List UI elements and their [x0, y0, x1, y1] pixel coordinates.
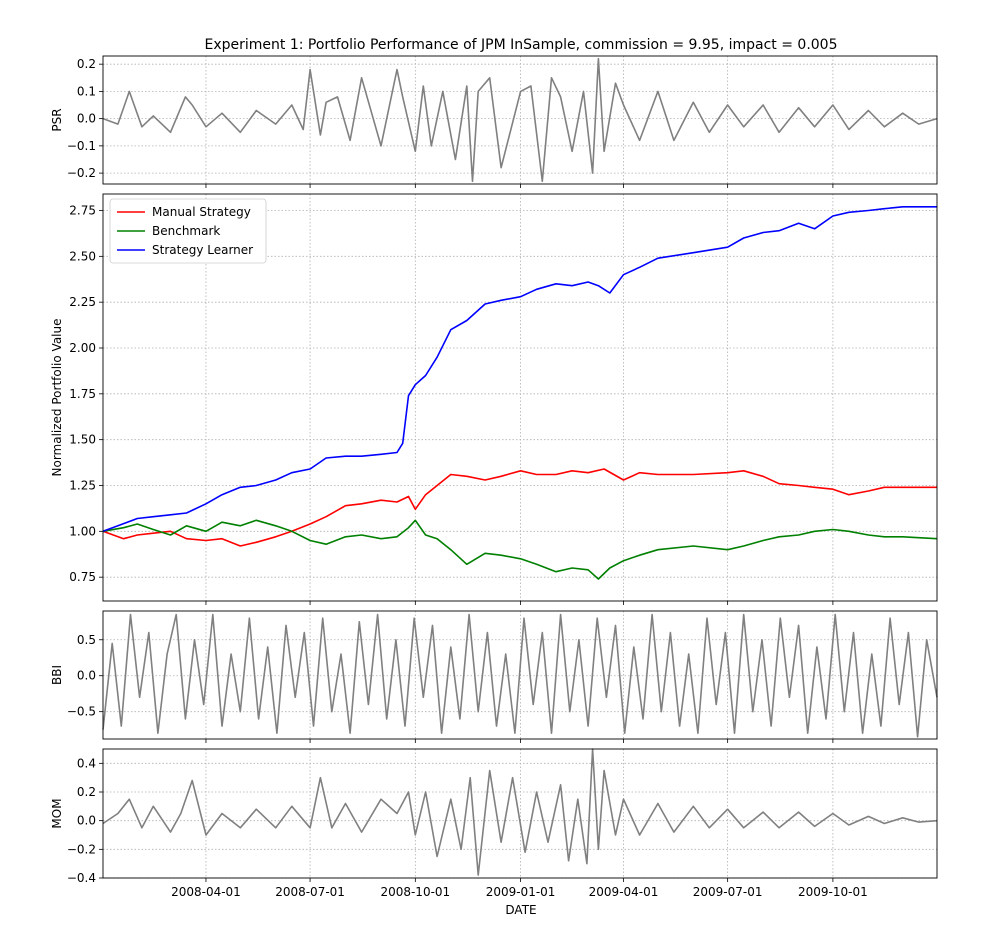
- mom-y-tick-label: 0.2: [77, 785, 96, 799]
- psr-series-line: [102, 57, 938, 183]
- portfolio-y-axis-label: Normalized Portfolio Value: [50, 319, 64, 477]
- portfolio-y-tick-label: 1.75: [69, 387, 96, 401]
- psr-panel: 0.2 0.1 0.0 −0.1 −0.2 PSR: [50, 55, 938, 188]
- portfolio-y-tick-label: 1.25: [69, 479, 96, 493]
- portfolio-y-tick-label: 2.00: [69, 341, 96, 355]
- legend-label: Strategy Learner: [152, 243, 253, 257]
- bbi-y-axis-label: BBI: [50, 665, 64, 685]
- mom-y-axis-label: MOM: [50, 798, 64, 828]
- bbi-y-tick-label: −0.5: [67, 705, 96, 719]
- legend-label: Manual Strategy: [152, 205, 251, 219]
- x-tick-label: 2009-10-01: [798, 885, 868, 899]
- portfolio-y-tick-label: 1.50: [69, 433, 96, 447]
- strategy-learner-series-line: [102, 206, 937, 533]
- mom-y-tick-label: 0.4: [77, 756, 96, 770]
- x-axis-label: DATE: [505, 903, 536, 917]
- psr-frame: [102, 55, 938, 185]
- bbi-y-tick-label: 0.5: [77, 633, 96, 647]
- x-tick-label: 2008-10-01: [380, 885, 450, 899]
- psr-y-tick-label: 0.0: [77, 112, 96, 126]
- bbi-panel: 0.5 0.0 −0.5 BBI: [50, 610, 938, 743]
- bbi-series-line: [102, 613, 938, 738]
- portfolio-y-tick-label: 2.25: [69, 295, 96, 309]
- psr-y-tick-label: 0.1: [77, 84, 96, 98]
- portfolio-y-tick-label: 2.75: [69, 204, 96, 218]
- panels: 0.2 0.1 0.0 −0.1 −0.2 PSR 0.75 1.00 1.25 1.50 1.75…: [50, 55, 938, 899]
- mom-series-line: [102, 748, 938, 876]
- portfolio-y-tick-label: 2.50: [69, 249, 96, 263]
- mom-y-tick-label: −0.4: [67, 871, 96, 885]
- legend-box: [109, 198, 267, 264]
- portfolio-y-tick-label: 0.75: [69, 570, 96, 584]
- bbi-y-tick-label: 0.0: [77, 669, 96, 683]
- mom-panel: 0.4 0.2 0.0 −0.2 −0.4 MOM 2008-04-01 2008-07-01…: [50, 748, 938, 899]
- x-tick-label: 2008-04-01: [171, 885, 241, 899]
- x-tick-label: 2009-04-01: [589, 885, 659, 899]
- manual-strategy-series-line: [102, 468, 937, 547]
- x-tick-label: 2008-07-01: [275, 885, 345, 899]
- mom-frame: [102, 748, 938, 879]
- mom-y-tick-label: −0.2: [67, 842, 96, 856]
- x-tick-label: 2009-07-01: [693, 885, 763, 899]
- benchmark-series-line: [102, 519, 938, 580]
- psr-y-tick-label: −0.2: [67, 166, 96, 180]
- psr-y-tick-label: 0.2: [77, 57, 96, 71]
- chart-title: Experiment 1: Portfolio Performance of J…: [204, 37, 837, 53]
- portfolio-panel: 0.75 1.00 1.25 1.50 1.75 2.00 2.25 2.50 2.75 Norm…: [50, 193, 938, 605]
- legend-label: Benchmark: [152, 224, 220, 238]
- portfolio-y-tick-label: 1.00: [69, 524, 96, 538]
- legend: Manual Strategy Benchmark Strategy Learner: [109, 198, 267, 264]
- mom-y-tick-label: 0.0: [77, 814, 96, 828]
- psr-y-tick-label: −0.1: [67, 139, 96, 153]
- bbi-frame: [102, 610, 938, 740]
- psr-y-axis-label: PSR: [50, 108, 64, 131]
- portfolio-frame: [102, 193, 938, 602]
- x-tick-label: 2009-01-01: [486, 885, 556, 899]
